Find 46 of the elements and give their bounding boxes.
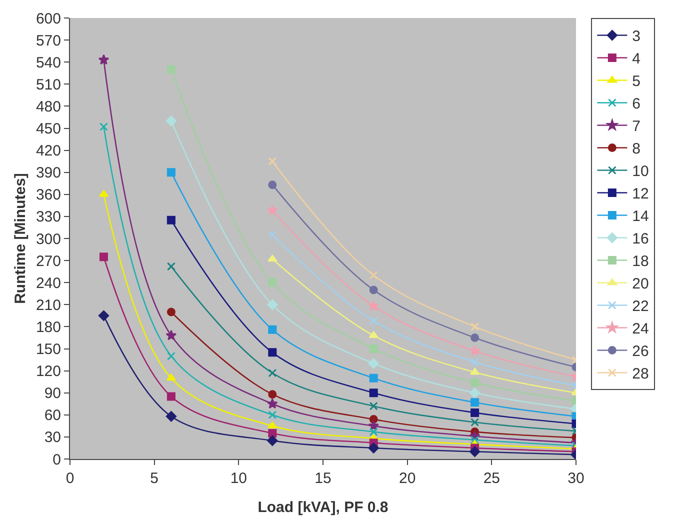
legend-label: 22 [632,298,649,316]
legend-label: 3 [632,28,641,46]
legend-label: 16 [632,230,649,248]
y-tick-label: 420 [36,142,61,160]
x-tick-label: 20 [398,470,416,487]
x-tick-label: 0 [66,470,74,487]
y-tick-label: 150 [36,341,61,358]
legend-label: 18 [632,253,649,270]
legend-label: 5 [632,73,641,90]
legend-label: 28 [632,366,649,383]
legend-label: 24 [632,320,649,338]
y-tick-label: 210 [36,296,61,314]
y-tick-label: 270 [36,252,61,270]
legend-label: 8 [632,140,641,158]
y-tick-label: 240 [36,274,61,292]
legend-label: 6 [632,96,641,113]
y-tick-label: 570 [36,32,61,50]
y-tick-label: 390 [36,164,61,182]
legend-label: 20 [632,276,649,293]
y-tick-label: 450 [36,120,61,138]
y-tick-label: 360 [36,186,61,204]
y-axis-title: Runtime [Minutes] [12,173,30,304]
legend-label: 12 [632,186,649,203]
legend-label: 26 [632,343,649,360]
y-tick-label: 30 [44,429,61,446]
x-tick-label: 30 [568,470,584,487]
y-tick-label: 600 [36,10,61,28]
y-tick-label: 510 [36,76,61,94]
x-tick-label: 10 [230,470,248,487]
x-axis-title: Load [kVA], PF 0.8 [258,499,388,516]
legend-label: 4 [632,50,641,68]
y-tick-label: 90 [44,385,61,402]
x-tick-label: 25 [483,470,500,487]
y-tick-label: 330 [36,208,61,226]
legend-label: 7 [632,118,641,136]
y-tick-label: 120 [36,363,61,380]
x-tick-label: 15 [314,470,332,487]
legend-label: 10 [632,163,649,180]
y-tick-label: 480 [36,98,61,116]
y-tick-label: 60 [44,407,61,424]
y-tick-label: 300 [36,230,61,248]
y-tick-label: 0 [52,451,61,468]
y-tick-label: 540 [36,54,61,72]
x-tick-label: 5 [150,470,158,487]
legend-label: 14 [632,208,649,226]
y-tick-label: 180 [36,318,61,336]
